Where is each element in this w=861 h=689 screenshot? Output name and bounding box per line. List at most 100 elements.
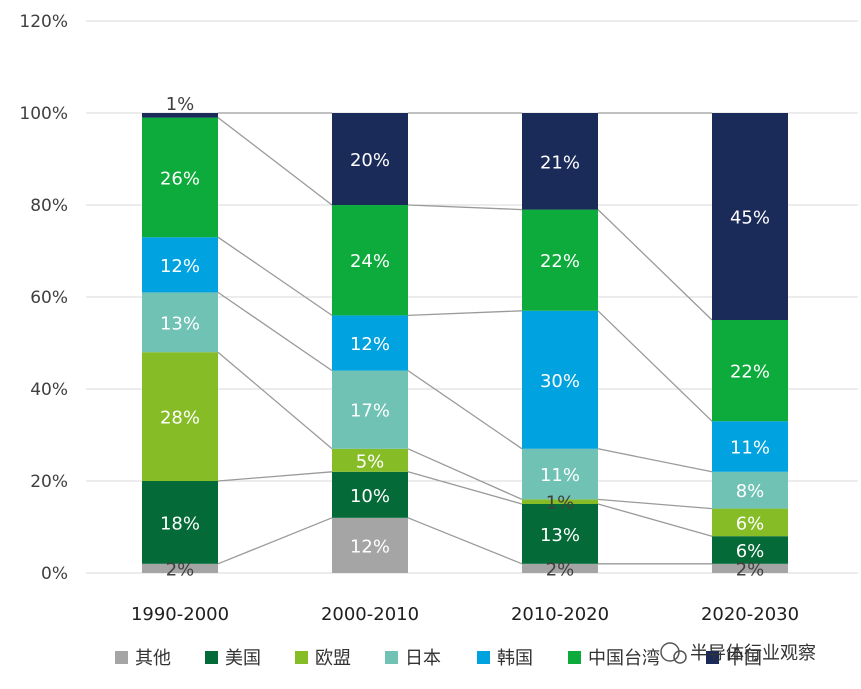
legend-swatch xyxy=(385,651,398,664)
legend-swatch xyxy=(205,651,218,664)
connector-line xyxy=(597,310,713,422)
x-tick-label: 2020-2030 xyxy=(701,604,799,625)
data-label: 11% xyxy=(540,465,580,486)
connector-line xyxy=(597,448,713,473)
y-tick-label: 120% xyxy=(19,12,68,32)
bar-segment xyxy=(332,471,408,518)
data-label: 45% xyxy=(730,208,770,229)
data-label: 5% xyxy=(356,451,385,472)
bar-segment xyxy=(522,209,598,311)
data-label: 13% xyxy=(160,313,200,334)
data-label: 22% xyxy=(730,362,770,383)
legend-swatch xyxy=(706,651,719,664)
wechat-icon xyxy=(660,642,680,662)
x-tick-label: 1990-2000 xyxy=(131,604,229,625)
data-label: 11% xyxy=(730,438,770,459)
connector-line xyxy=(407,448,523,500)
data-label: 22% xyxy=(540,251,580,272)
bar-segment xyxy=(332,315,408,371)
bar-segment xyxy=(332,370,408,449)
bar-segment xyxy=(712,471,788,509)
legend-label: 其他 xyxy=(135,648,171,669)
data-label: 2% xyxy=(166,559,195,580)
connector-line xyxy=(217,351,333,450)
bar-segment xyxy=(142,292,218,353)
bar-segment xyxy=(332,205,408,316)
bar-segment xyxy=(142,563,218,573)
connector-line xyxy=(407,471,523,505)
legend: 其他 美国 欧盟 日本 韩国 中国台湾 中国 xyxy=(115,648,762,669)
data-label: 13% xyxy=(540,525,580,546)
bar-segment xyxy=(522,310,598,449)
bar-segment xyxy=(712,421,788,472)
data-label: 6% xyxy=(736,541,765,562)
y-tick-label: 100% xyxy=(19,104,68,124)
bar-segment xyxy=(522,448,598,500)
connector-line xyxy=(407,370,523,450)
data-label: 21% xyxy=(540,152,580,173)
data-label: 10% xyxy=(350,486,390,507)
bar-segment xyxy=(142,352,218,481)
legend-label: 中国台湾 xyxy=(588,648,660,669)
bar-segment xyxy=(712,320,788,422)
bar-segment xyxy=(142,117,218,238)
bar-segment xyxy=(142,113,218,118)
bar-segment xyxy=(712,113,788,320)
data-label: 24% xyxy=(350,251,390,272)
data-label: 18% xyxy=(160,513,200,534)
legend-swatch xyxy=(477,651,490,664)
legend-label: 日本 xyxy=(405,648,441,669)
connector-line xyxy=(217,236,333,316)
bar-segment xyxy=(142,237,218,293)
connector-line xyxy=(217,117,333,206)
data-label: 2% xyxy=(546,559,575,580)
legend-swatch xyxy=(568,651,581,664)
bar-segment xyxy=(712,508,788,537)
data-label: 12% xyxy=(350,536,390,557)
y-tick-label: 40% xyxy=(30,380,68,400)
data-label: 20% xyxy=(350,150,390,171)
data-label: 26% xyxy=(160,168,200,189)
watermark-text: 半导体行业观察 xyxy=(690,643,816,664)
bar-segment xyxy=(712,536,788,564)
bar-segment xyxy=(332,113,408,205)
bars xyxy=(142,113,788,573)
connector-line xyxy=(407,204,523,211)
connector-line xyxy=(217,291,333,372)
bar-segment xyxy=(142,481,218,564)
bar-segment xyxy=(522,499,598,504)
data-label: 12% xyxy=(160,256,200,277)
data-label: 12% xyxy=(350,334,390,355)
data-label: 2% xyxy=(736,559,765,580)
legend-label: 美国 xyxy=(225,648,261,669)
x-tick-label: 2000-2010 xyxy=(321,604,419,625)
legend-label: 中国 xyxy=(726,648,762,669)
legend-swatch xyxy=(115,651,128,664)
data-label: 28% xyxy=(160,408,200,429)
connector-line xyxy=(407,310,523,317)
data-label: 30% xyxy=(540,371,580,392)
data-label: 17% xyxy=(350,401,390,422)
legend-swatch xyxy=(295,651,308,664)
wechat-icon-inner xyxy=(673,650,687,664)
bar-segment xyxy=(712,563,788,573)
legend-label: 欧盟 xyxy=(315,648,351,669)
connector-line xyxy=(217,471,333,482)
connector-lines xyxy=(217,112,713,565)
data-label: 8% xyxy=(736,481,765,502)
data-label: 1% xyxy=(546,493,575,514)
y-tick-label: 0% xyxy=(41,564,68,584)
connector-line xyxy=(597,498,713,510)
bar-segment xyxy=(522,113,598,210)
y-tick-label: 60% xyxy=(30,288,68,308)
x-axis-ticks: 1990-2000 2000-2010 2010-2020 2020-2030 xyxy=(131,604,799,625)
segment-labels: 2% 18% 28% 13% 12% 26% 1% 12% 10% 5% 17% 12% 24% 20% 2… xyxy=(160,94,770,580)
connector-line xyxy=(597,503,713,537)
bar-segment xyxy=(332,517,408,573)
x-tick-label: 2010-2020 xyxy=(511,604,609,625)
connector-line xyxy=(597,209,713,321)
data-label: 1% xyxy=(166,94,195,115)
y-axis-ticks: 0% 20% 40% 60% 80% 100% 120% xyxy=(19,12,68,584)
bar-segment xyxy=(522,504,598,564)
